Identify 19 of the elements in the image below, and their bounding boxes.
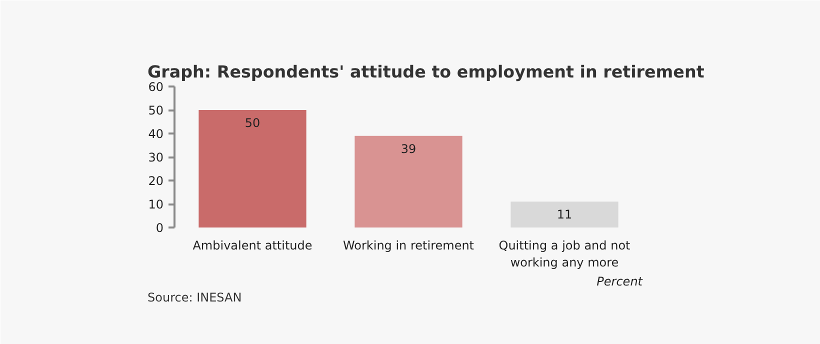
x-tick-label: Quitting a job and not working any more [498,238,631,270]
bar [198,110,306,228]
y-tick-label: 50 [148,104,164,118]
y-tick-label: 60 [148,80,164,94]
y-tick-label: 20 [148,174,164,188]
y-tick-label: 30 [148,150,164,164]
y-tick-label: 40 [148,127,164,141]
x-tick-label: Working in retirement [342,238,474,252]
source-note: Source: INESAN [148,290,242,304]
bar [510,202,618,228]
data-label: 50 [244,116,260,130]
data-label: 39 [400,142,416,156]
bar [354,136,462,228]
y-tick-label: 10 [148,198,164,212]
data-label: 11 [556,208,572,222]
chart-title: Graph: Respondents' attitude to employment in retirement [148,62,704,82]
text: Percent [596,274,644,288]
y-tick-label: 0 [156,221,164,235]
x-tick-label: Ambivalent attitude [192,238,312,252]
